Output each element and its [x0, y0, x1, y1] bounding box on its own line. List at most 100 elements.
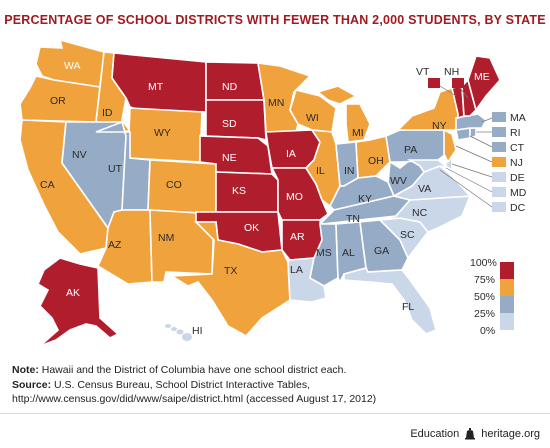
callout-dc: [439, 169, 506, 212]
label-tn: TN: [346, 213, 360, 225]
callout-md: [445, 167, 506, 197]
label-nc: NC: [412, 207, 428, 219]
state-ks: [215, 171, 279, 213]
label-pa: PA: [404, 144, 417, 156]
callout-ri: [476, 127, 506, 137]
label-ma: MA: [510, 112, 526, 124]
label-oh: OH: [368, 155, 384, 167]
label-ak: AK: [66, 287, 80, 299]
footer: Education heritage.org: [410, 428, 540, 440]
note-label: Note:: [12, 364, 39, 376]
label-in: IN: [344, 165, 355, 177]
label-ut: UT: [108, 163, 123, 175]
label-ca: CA: [40, 179, 55, 191]
state-me: [467, 55, 501, 112]
state-nh: [461, 78, 477, 117]
callout-nj: [455, 145, 506, 167]
state-ma: [455, 113, 488, 131]
label-wv: WV: [390, 175, 407, 187]
label-ri: RI: [510, 127, 521, 139]
legend-swatch-25-50: [500, 296, 514, 313]
source: Source: U.S. Census Bureau, School Distr…: [12, 378, 542, 406]
label-nv: NV: [72, 149, 87, 161]
callout-ct: [469, 135, 506, 152]
label-wa: WA: [64, 60, 81, 72]
callout-ma: [481, 112, 506, 123]
label-ia: IA: [286, 148, 296, 160]
label-sc: SC: [400, 229, 415, 241]
label-la: LA: [290, 264, 303, 276]
legend-tick-0: 0%: [480, 325, 495, 337]
map-title: PERCENTAGE OF SCHOOL DISTRICTS WITH FEWE…: [4, 13, 546, 27]
state-hi: [165, 324, 192, 341]
label-me: ME: [474, 71, 490, 83]
state-nj: [443, 128, 457, 164]
label-ky: KY: [358, 193, 372, 205]
legend: 100% 75% 50% 25% 0%: [470, 257, 514, 337]
state-mi: [345, 103, 371, 143]
state-ak: [36, 257, 120, 347]
footer-section: Education: [410, 428, 460, 440]
label-ct: CT: [510, 142, 525, 154]
label-ga: GA: [374, 245, 389, 257]
label-ar: AR: [290, 231, 305, 243]
state-sd: [205, 99, 267, 142]
legend-swatch-75-100: [500, 262, 514, 279]
label-nm: NM: [158, 232, 174, 244]
label-va: VA: [418, 183, 431, 195]
state-co: [147, 159, 217, 215]
label-tx: TX: [224, 265, 237, 277]
us-choropleth-map: WA OR CA ID NV MT WY UT AZ CO NM ND SD N…: [19, 38, 527, 347]
label-mn: MN: [268, 97, 284, 109]
label-wi: WI: [306, 112, 319, 124]
label-mt: MT: [148, 81, 164, 93]
label-hi: HI: [192, 325, 203, 337]
label-de: DE: [510, 172, 525, 184]
label-wy: WY: [154, 127, 171, 139]
label-md: MD: [510, 187, 527, 199]
label-nh: NH: [444, 66, 459, 78]
note-text: Hawaii and the District of Columbia have…: [38, 364, 347, 376]
callout-nh: [452, 78, 469, 99]
state-ny: [396, 86, 459, 131]
label-dc: DC: [510, 202, 526, 214]
legend-swatch-50-75: [500, 279, 514, 296]
label-ms: MS: [316, 247, 332, 259]
legend-tick-25: 25%: [474, 308, 495, 320]
label-ks: KS: [232, 185, 246, 197]
liberty-bell-icon: [465, 428, 476, 440]
label-or: OR: [50, 95, 66, 107]
note: Note: Hawaii and the District of Columbi…: [12, 363, 542, 377]
state-tx: [169, 221, 291, 338]
label-nd: ND: [222, 81, 238, 93]
label-vt: VT: [416, 66, 430, 78]
legend-tick-100: 100%: [470, 257, 497, 269]
label-nj: NJ: [510, 157, 523, 169]
label-al: AL: [342, 247, 355, 259]
source-label: Source:: [12, 379, 52, 391]
label-ne: NE: [222, 152, 237, 164]
footer-divider: [0, 413, 550, 414]
callout-de: [451, 163, 506, 182]
label-ny: NY: [432, 120, 447, 132]
state-il: [304, 129, 341, 208]
label-fl: FL: [402, 301, 414, 313]
footer-site: heritage.org: [481, 428, 540, 440]
state-mi-up: [316, 85, 358, 105]
label-sd: SD: [222, 118, 237, 130]
legend-swatch-0-25: [500, 313, 514, 330]
legend-tick-50: 50%: [474, 291, 495, 303]
label-mi: MI: [352, 127, 364, 139]
label-il: IL: [316, 165, 325, 177]
state-fl: [343, 267, 437, 335]
label-id: ID: [102, 107, 113, 119]
legend-tick-75: 75%: [474, 274, 495, 286]
source-text: U.S. Census Bureau, School District Inte…: [12, 379, 377, 405]
callout-vt: [428, 78, 457, 97]
state-md: [407, 159, 449, 173]
label-az: AZ: [108, 239, 122, 251]
label-co: CO: [166, 179, 182, 191]
label-ok: OK: [244, 222, 259, 234]
label-mo: MO: [286, 191, 303, 203]
